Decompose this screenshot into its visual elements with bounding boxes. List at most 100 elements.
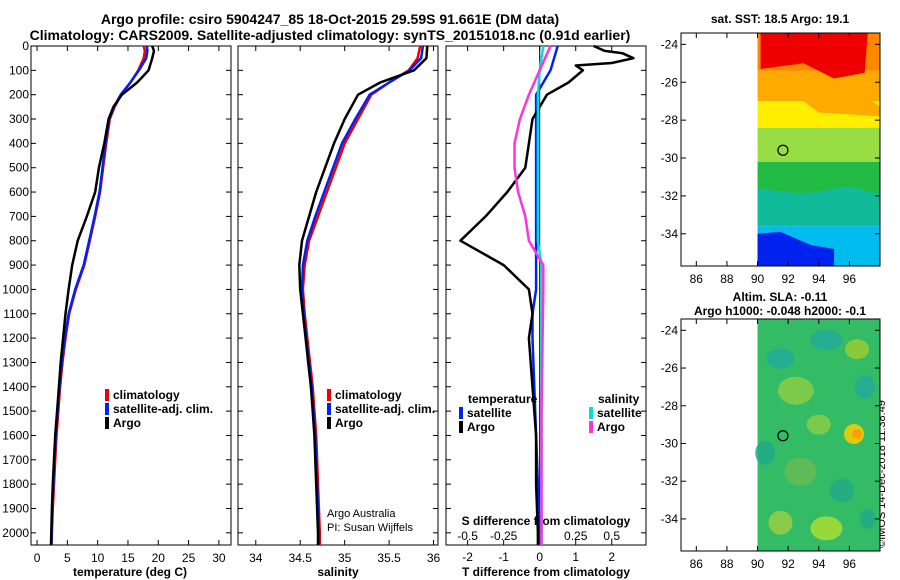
- legend-swatch: [327, 389, 331, 401]
- sla-anomaly-blob: [859, 508, 876, 529]
- x-tick-label-secondary: -0.25: [490, 529, 518, 543]
- map-lat-label: -26: [661, 75, 679, 89]
- legend-label: Argo: [597, 420, 625, 434]
- map-lon-label: 88: [720, 272, 734, 286]
- x-axis-label: salinity: [317, 565, 359, 579]
- map-frame: [680, 318, 881, 552]
- map-lat-label: -34: [661, 227, 679, 241]
- x-tick-label-secondary: 0.5: [603, 529, 620, 543]
- y-tick-label: 800: [9, 234, 29, 248]
- credit-line-2: PI: Susan Wijffels: [327, 522, 413, 534]
- x-tick-label: 1: [572, 550, 579, 564]
- legend-label: satellite: [467, 406, 512, 420]
- legend-label: Argo: [113, 416, 141, 430]
- legend-swatch: [589, 407, 593, 419]
- legend-label: climatology: [113, 388, 180, 402]
- y-tick-label: 2000: [2, 526, 29, 540]
- legend-label: climatology: [335, 388, 402, 402]
- map-lat-label: -28: [661, 399, 679, 413]
- legend-swatch: [589, 421, 593, 433]
- sla-map-title: Altim. SLA: -0.11: [732, 290, 828, 304]
- x-tick-label: 0: [34, 551, 41, 565]
- y-tick-label: 1500: [2, 404, 29, 418]
- x-tick-label: 10: [91, 551, 105, 565]
- y-tick-label: 1400: [2, 380, 29, 394]
- sst-cold-patch: [757, 231, 835, 266]
- sst-band: [757, 195, 880, 227]
- sla-anomaly-blob: [766, 348, 795, 369]
- map-frame: [680, 32, 881, 267]
- legend-title-salinity: salinity: [598, 392, 640, 406]
- sst-band-edge: [803, 95, 880, 117]
- x-axis-label-secondary: S difference from climatology: [462, 514, 631, 528]
- sla-anomaly-blob: [768, 510, 793, 535]
- sla-anomaly-blob: [806, 414, 831, 435]
- x-tick-label: -2: [462, 550, 473, 564]
- y-tick-label: 600: [9, 185, 29, 199]
- y-tick-label: 400: [9, 136, 29, 150]
- map-lon-label: 90: [751, 557, 765, 571]
- chart-subtitle-climatology: Climatology: CARS2009. Satellite-adjuste…: [29, 27, 631, 43]
- x-axis-label: temperature (deg C): [73, 565, 187, 579]
- map-lon-label: 94: [812, 557, 826, 571]
- map-lat-label: -30: [661, 151, 679, 165]
- sst-warm-patch: [760, 33, 868, 79]
- y-tick-label: 300: [9, 112, 29, 126]
- x-tick-label: 36: [427, 551, 441, 565]
- y-tick-label: 1200: [2, 331, 29, 345]
- map-lon-label: 86: [690, 272, 704, 286]
- sla-anomaly-blob: [810, 329, 843, 350]
- map-lat-label: -26: [661, 361, 679, 375]
- map-lat-label: -24: [661, 37, 679, 51]
- map-lat-label: -32: [661, 189, 679, 203]
- series-line-1: [301, 45, 422, 545]
- map-lon-label: 86: [690, 557, 704, 571]
- y-tick-label: 1300: [2, 355, 29, 369]
- series-line-2: [459, 44, 635, 545]
- argo-position-marker: [777, 430, 789, 442]
- x-tick-label: 2: [608, 550, 615, 564]
- legend-swatch: [459, 421, 463, 433]
- y-tick-label: 1600: [2, 428, 29, 442]
- profile-panel-1: 0100200300400500600700800900100011001200…: [2, 39, 232, 579]
- y-tick-label: 1000: [2, 282, 29, 296]
- x-tick-label-secondary: -0.5: [457, 529, 478, 543]
- x-tick-label: 30: [212, 551, 226, 565]
- y-tick-label: 1100: [3, 307, 29, 321]
- map-panel-2: 86 88 90 92 94 96 -24 -26 -28 -30 -32 -34: [661, 318, 881, 571]
- x-tick-label: 5: [64, 551, 71, 565]
- series-line-2: [300, 45, 425, 545]
- map-lon-label: 90: [751, 272, 765, 286]
- legend-swatch: [459, 407, 463, 419]
- map-lon-label: 96: [843, 557, 857, 571]
- panel-frame: [445, 45, 647, 546]
- x-tick-label: 20: [152, 551, 166, 565]
- legend-label: satellite-adj. clim.: [335, 402, 435, 416]
- sla-anomaly-blob: [852, 429, 863, 440]
- series-line-4: [513, 45, 552, 545]
- map-lon-label: 88: [720, 557, 734, 571]
- legend-label: Argo: [467, 420, 495, 434]
- sla-anomaly-blob: [777, 376, 814, 405]
- legend-label: satellite: [597, 406, 642, 420]
- x-tick-label: 34.5: [289, 551, 313, 565]
- sla-anomaly-blob: [829, 478, 854, 503]
- map-lon-label: 92: [781, 557, 795, 571]
- series-line-1: [50, 45, 147, 546]
- legend-title-temperature: temperature: [468, 392, 538, 406]
- y-tick-label: 900: [9, 258, 29, 272]
- x-tick-label: -1: [498, 550, 509, 564]
- map-lat-label: -32: [661, 474, 679, 488]
- legend-swatch: [105, 389, 109, 401]
- y-tick-label: 500: [9, 161, 29, 175]
- map-panel-1: 86 88 90 92 94 96 -24 -26 -28 -30 -32 -34: [661, 32, 881, 286]
- x-tick-label-secondary: 0.25: [564, 529, 588, 543]
- series-line-3: [298, 45, 429, 545]
- map-lon-label: 92: [781, 272, 795, 286]
- x-tick-label: 35.5: [377, 551, 401, 565]
- x-tick-label: 25: [182, 551, 196, 565]
- chart-title-profile: Argo profile: csiro 5904247_85 18-Oct-20…: [100, 11, 560, 27]
- legend-label: satellite-adj. clim.: [113, 402, 213, 416]
- map-lon-label: 94: [812, 272, 826, 286]
